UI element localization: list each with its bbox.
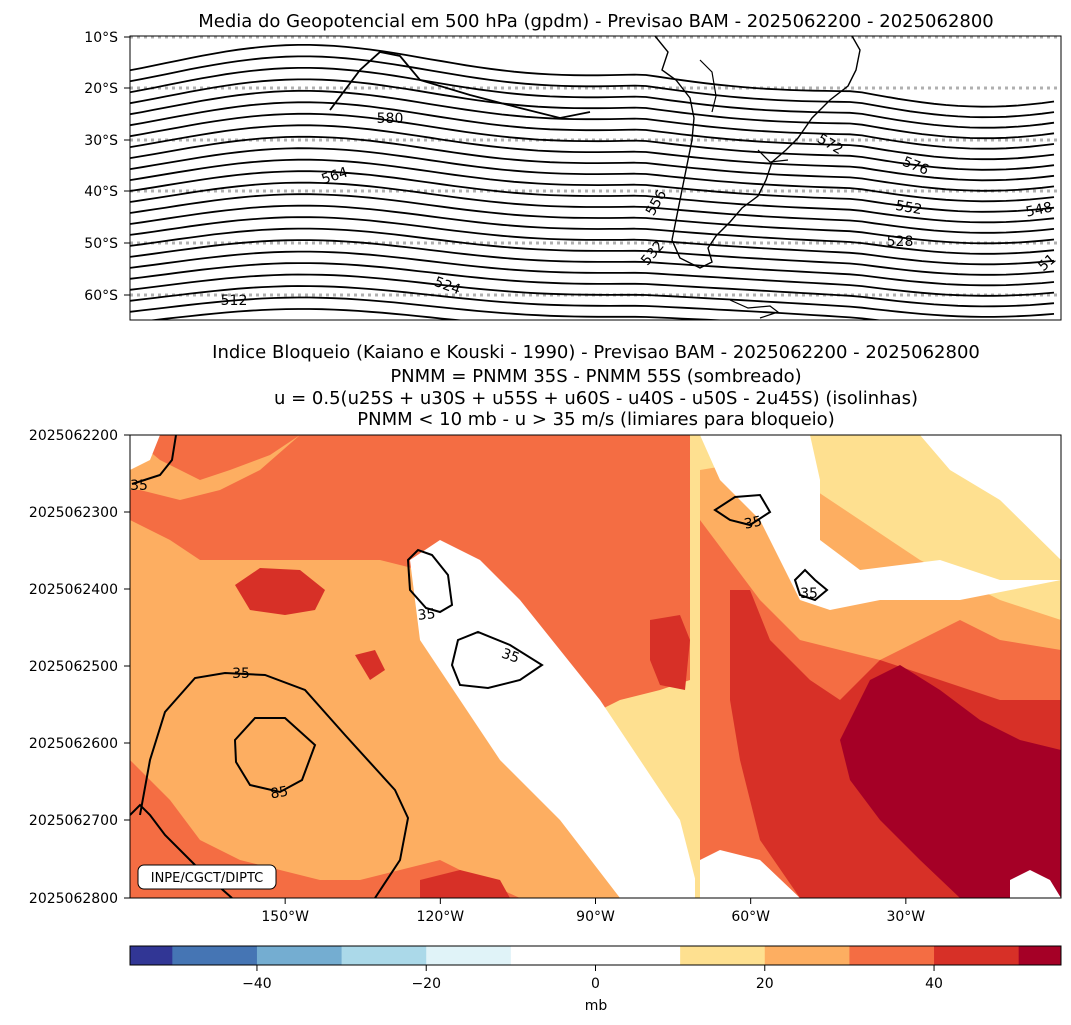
title-line: u = 0.5(u25S + u30S + u55S + u60S - u40S… xyxy=(274,388,918,409)
isoline-label: 35 xyxy=(743,513,764,532)
geopotential-isoline xyxy=(130,67,1055,129)
y-tick-label: 50°S xyxy=(84,236,118,252)
geopotential-isoline xyxy=(130,89,1055,150)
geopotential-isoline xyxy=(130,158,1055,213)
geopotential-isoline xyxy=(130,285,885,320)
x-tick-label: 120°W xyxy=(417,909,465,925)
geopotential-isoline xyxy=(130,101,1055,161)
geopotential-isoline xyxy=(130,78,1055,140)
isoline-label: 35 xyxy=(499,646,521,667)
contour-label: 528 xyxy=(887,234,914,250)
y-tick-label: 60°S xyxy=(84,288,118,304)
wind-isolines xyxy=(130,435,829,898)
geopotential-isoline xyxy=(130,239,1055,287)
colorbar-tick-label: −20 xyxy=(411,976,441,992)
colorbar xyxy=(130,946,1062,965)
colorbar-tick-label: 20 xyxy=(756,976,774,992)
y-tick-label: 10°S xyxy=(84,30,118,46)
y-tick-label: 2025062500 xyxy=(29,659,118,675)
geopotential-isoline xyxy=(130,55,1055,119)
colorbar-ticks: −40 −20 0 20 40 xyxy=(242,965,943,992)
geopotential-isoline xyxy=(130,124,1055,182)
geopotential-isoline xyxy=(130,262,1055,308)
geopotential-isoline xyxy=(130,250,1055,297)
geopotential-contours xyxy=(130,44,1055,320)
geopotential-isoline xyxy=(130,170,1055,224)
heatmap-area: 35 35 35 35 35 35 85 INPE/CGCT/DIPTC xyxy=(130,435,1061,898)
colorbar-segment xyxy=(130,946,173,965)
geopotential-isoline xyxy=(147,308,467,320)
geopotential-isoline xyxy=(130,227,1055,276)
geopotential-isoline xyxy=(130,193,1055,245)
y-tick-label: 30°S xyxy=(84,133,118,149)
y-tick-label: 2025062600 xyxy=(29,736,118,752)
top-map-area: 580 564 524 512 572 576 556 552 532 528 … xyxy=(130,36,1061,320)
contour-label: 580 xyxy=(377,111,404,127)
geopotential-isoline xyxy=(130,181,1055,234)
colorbar-segment xyxy=(510,946,681,965)
bottom-chart-title: Indice Bloqueio (Kaiano e Kouski - 1990)… xyxy=(212,342,980,430)
colorbar-segment xyxy=(680,946,766,965)
isoline-label: 35 xyxy=(800,586,818,602)
geopotential-isoline xyxy=(130,296,731,320)
contour-label: 564 xyxy=(320,164,350,188)
geopotential-isoline xyxy=(130,216,1055,266)
colorbar-segment xyxy=(172,946,258,965)
y-tick-label: 2025062800 xyxy=(29,891,118,907)
title-line: PNMM = PNMM 35S - PNMM 55S (sombreado) xyxy=(390,366,801,387)
y-tick-label: 2025062200 xyxy=(29,428,118,444)
antarctic-coast xyxy=(729,299,780,319)
top-y-axis: 10°S 20°S 30°S 40°S 50°S 60°S xyxy=(84,30,130,304)
contour-label: 552 xyxy=(894,198,923,218)
credit-text: INPE/CGCT/DIPTC xyxy=(151,871,263,886)
x-tick-label: 90°W xyxy=(576,909,615,925)
x-tick-label: 150°W xyxy=(261,909,309,925)
colorbar-tick-label: −40 xyxy=(242,976,272,992)
title-line: PNMM < 10 mb - u > 35 m/s (limiares para… xyxy=(357,409,834,430)
top-axes-frame xyxy=(129,35,1062,321)
contour-label: 512 xyxy=(221,293,248,309)
isoline-label: 35 xyxy=(417,606,436,624)
y-tick-label: 2025062300 xyxy=(29,505,118,521)
coastline-detail xyxy=(757,149,789,163)
isoline-label: 85 xyxy=(269,784,289,803)
y-tick-label: 20°S xyxy=(84,81,118,97)
title-line: Indice Bloqueio (Kaiano e Kouski - 1990)… xyxy=(212,342,980,363)
colorbar-tick-label: 40 xyxy=(925,976,943,992)
colorbar-segment xyxy=(341,946,427,965)
geopotential-isoline xyxy=(130,147,1055,203)
colorbar-segment xyxy=(849,946,935,965)
geopotential-isoline xyxy=(130,204,1055,255)
colorbar-segment xyxy=(426,946,512,965)
shade-below-10 xyxy=(130,435,1061,898)
colorbar-segment xyxy=(256,946,343,965)
colorbar-label: mb xyxy=(585,998,608,1014)
isoline-label: 35 xyxy=(232,666,250,682)
y-tick-label: 2025062400 xyxy=(29,582,118,598)
geopotential-isoline xyxy=(130,273,1055,318)
y-tick-label: 40°S xyxy=(84,184,118,200)
isoline-label: 35 xyxy=(130,478,148,494)
colorbar-segment xyxy=(934,946,1020,965)
top-chart-title: Media do Geopotencial em 500 hPa (gpdm) … xyxy=(198,11,994,32)
lat-gridlines xyxy=(130,36,1061,297)
colorbar-segment xyxy=(764,946,850,965)
y-tick-label: 2025062700 xyxy=(29,813,118,829)
bottom-x-axis: 150°W 120°W 90°W 60°W 30°W xyxy=(261,898,925,925)
geopotential-isoline xyxy=(329,51,591,119)
colorbar-segment xyxy=(1018,946,1062,965)
geopotential-isoline xyxy=(130,135,1055,192)
contour-label: 548 xyxy=(1024,199,1053,220)
x-tick-label: 60°W xyxy=(731,909,770,925)
geopotential-isoline xyxy=(130,112,1055,171)
geopotential-isoline xyxy=(130,44,1055,108)
bottom-y-axis: 2025062200 2025062300 2025062400 2025062… xyxy=(29,428,130,907)
x-tick-label: 30°W xyxy=(886,909,925,925)
seam-artifact xyxy=(695,435,700,898)
colorbar-tick-label: 0 xyxy=(591,976,600,992)
shade-50-plus xyxy=(840,436,1061,898)
credit-badge xyxy=(137,864,277,890)
